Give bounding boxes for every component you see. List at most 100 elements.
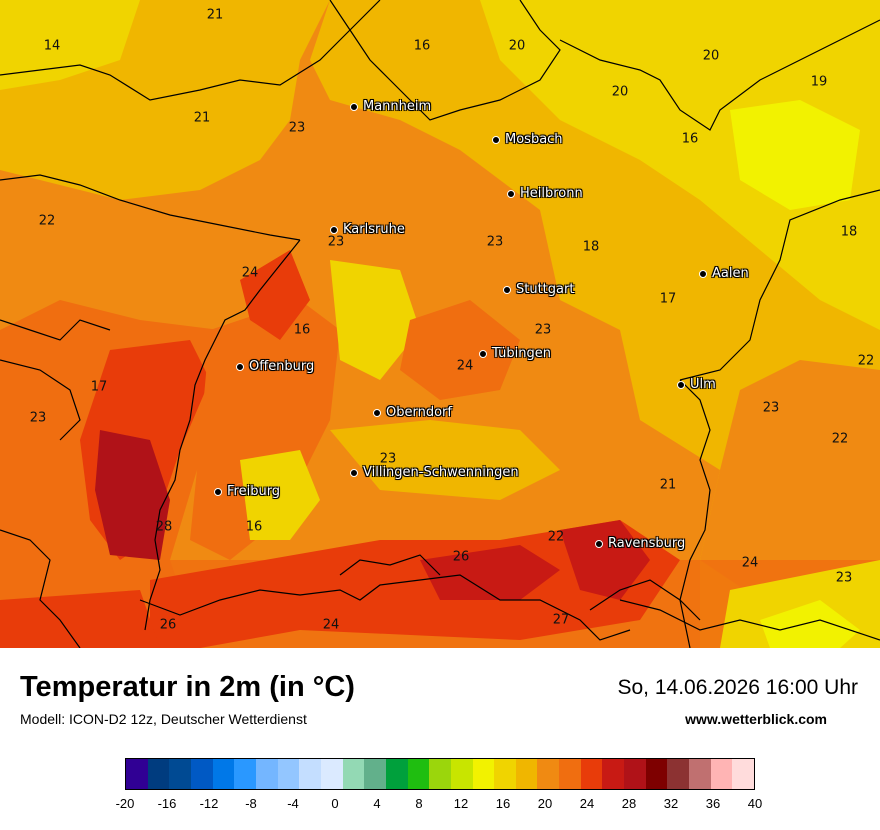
legend-tick-label: 0 xyxy=(331,796,339,811)
legend-swatch xyxy=(602,759,625,789)
legend-swatch xyxy=(537,759,560,789)
legend-swatch xyxy=(342,759,365,789)
temperature-label: 23 xyxy=(29,410,47,426)
city-marker: Oberndorf xyxy=(373,405,452,420)
legend-swatch xyxy=(710,759,733,789)
temperature-map: Mannheim Mosbach Heilbronn Karlsruhe Aal… xyxy=(0,0,880,648)
temperature-label: 22 xyxy=(831,431,849,447)
temperature-label: 19 xyxy=(810,74,828,90)
legend-tick-label: -16 xyxy=(157,796,177,811)
legend-swatch xyxy=(255,759,278,789)
temperature-label: 20 xyxy=(702,48,720,64)
city-marker: Offenburg xyxy=(236,359,314,374)
temperature-label: 23 xyxy=(534,322,552,338)
city-marker: Karlsruhe xyxy=(330,222,405,237)
legend-swatch xyxy=(277,759,300,789)
forecast-datetime: So, 14.06.2026 16:00 Uhr xyxy=(617,676,858,699)
legend-tick-label: 4 xyxy=(373,796,381,811)
temperature-label: 16 xyxy=(413,38,431,54)
legend-tick-label: -20 xyxy=(115,796,135,811)
color-legend xyxy=(125,758,755,790)
temperature-label: 23 xyxy=(379,451,397,467)
city-name: Oberndorf xyxy=(386,405,452,420)
legend-swatch xyxy=(320,759,343,789)
city-name: Ravensburg xyxy=(608,536,686,551)
legend-swatch xyxy=(147,759,170,789)
city-dot-icon xyxy=(507,189,515,198)
city-name: Karlsruhe xyxy=(343,222,405,237)
temperature-label: 20 xyxy=(508,38,526,54)
legend-swatch xyxy=(645,759,668,789)
city-marker: Freiburg xyxy=(214,484,280,499)
legend-swatch xyxy=(559,759,581,789)
temperature-label: 22 xyxy=(38,213,56,229)
city-marker: Mosbach xyxy=(492,132,563,147)
legend-swatch xyxy=(580,759,603,789)
legend-swatch xyxy=(429,759,451,789)
temperature-label: 24 xyxy=(456,358,474,374)
city-dot-icon xyxy=(492,135,500,144)
legend-swatch xyxy=(234,759,256,789)
city-name: Offenburg xyxy=(249,359,315,374)
legend-swatch xyxy=(667,759,690,789)
legend-tick-label: 8 xyxy=(415,796,423,811)
temperature-label: 24 xyxy=(241,265,259,281)
legend-tick-label: 32 xyxy=(663,796,679,811)
legend-tick-label: 12 xyxy=(453,796,469,811)
city-marker: Heilbronn xyxy=(507,186,583,201)
legend-tick-label: 28 xyxy=(621,796,637,811)
city-name: Freiburg xyxy=(227,484,281,499)
legend-tick-label: -12 xyxy=(199,796,219,811)
legend-swatch xyxy=(385,759,408,789)
city-marker: Villingen-Schwenningen xyxy=(350,465,519,480)
city-marker: Aalen xyxy=(699,266,749,281)
legend-swatch xyxy=(624,759,646,789)
legend-swatch xyxy=(364,759,386,789)
city-dot-icon xyxy=(236,362,244,371)
city-name: Mosbach xyxy=(505,132,563,147)
temperature-label: 23 xyxy=(762,400,780,416)
legend-swatch xyxy=(126,759,148,789)
city-dot-icon xyxy=(699,269,707,278)
temperature-label: 23 xyxy=(486,234,504,250)
temperature-label: 23 xyxy=(835,570,853,586)
city-dot-icon xyxy=(479,349,487,358)
city-name: Aalen xyxy=(712,266,749,281)
temperature-label: 24 xyxy=(741,555,759,571)
temperature-label: 16 xyxy=(293,322,311,338)
legend-ticks: -20 -16 -12 -8 -4 0 4 8 12 16 20 24 28 32 36 40 xyxy=(116,796,763,814)
temperature-label: 16 xyxy=(245,519,263,535)
city-dot-icon xyxy=(677,380,685,389)
legend-swatch xyxy=(494,759,516,789)
temperature-label: 22 xyxy=(547,529,565,545)
city-marker: Stuttgart xyxy=(503,282,574,297)
city-dot-icon xyxy=(350,468,358,477)
legend-tick-label: 16 xyxy=(495,796,511,811)
city-name: Heilbronn xyxy=(520,186,583,201)
temperature-label: 16 xyxy=(681,131,699,147)
website-link[interactable]: www.wetterblick.com xyxy=(685,711,827,727)
legend-tick-label: 20 xyxy=(537,796,553,811)
legend-swatch xyxy=(472,759,495,789)
temperature-label: 17 xyxy=(90,379,108,395)
legend-swatch xyxy=(212,759,235,789)
legend-swatch xyxy=(515,759,538,789)
legend-swatch xyxy=(299,759,321,789)
temperature-field xyxy=(0,0,880,648)
legend-tick-label: -8 xyxy=(245,796,257,811)
legend-tick-label: -4 xyxy=(287,796,299,811)
city-name: Villingen-Schwenningen xyxy=(363,465,519,480)
city-dot-icon xyxy=(373,408,381,417)
city-marker: Mannheim xyxy=(350,99,431,114)
city-dot-icon xyxy=(503,285,511,294)
legend-tick-label: 24 xyxy=(579,796,595,811)
temperature-label: 20 xyxy=(611,84,629,100)
legend-swatch xyxy=(732,759,755,789)
temperature-label: 14 xyxy=(43,38,61,54)
city-name: Mannheim xyxy=(363,99,432,114)
legend-swatch xyxy=(407,759,430,789)
legend-swatch xyxy=(169,759,191,789)
city-name: Ulm xyxy=(690,377,716,392)
temperature-label: 23 xyxy=(288,120,306,136)
city-dot-icon xyxy=(350,102,358,111)
